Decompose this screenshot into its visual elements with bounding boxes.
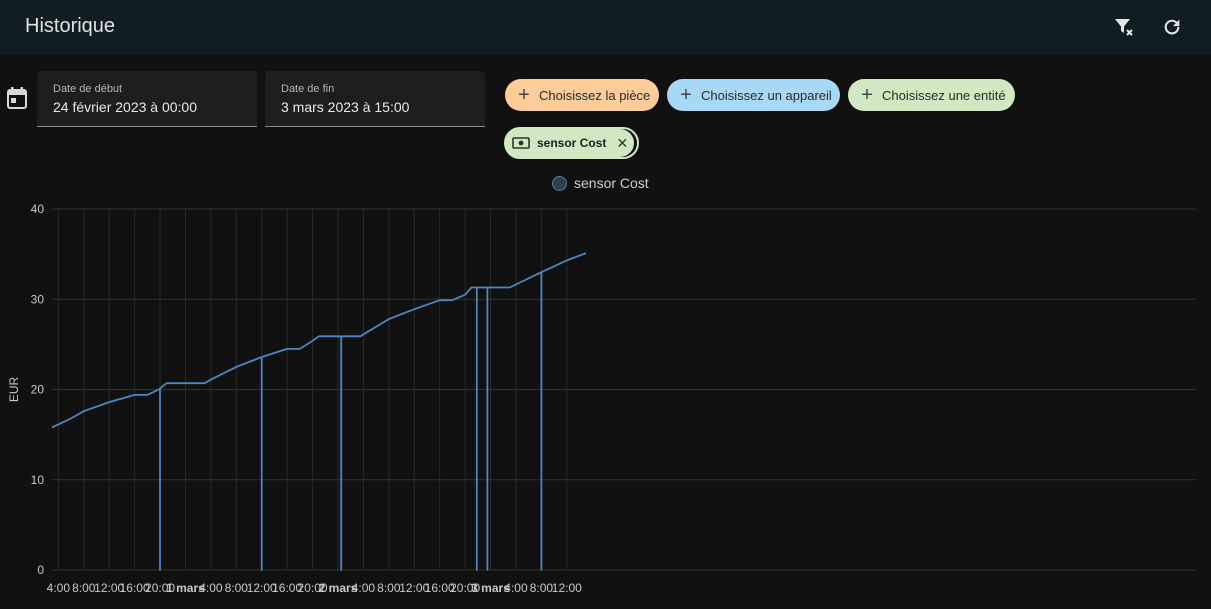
choose-entity-chip[interactable]: + Choisissez une entité: [848, 79, 1015, 111]
y-tick-label: 30: [31, 292, 45, 306]
end-date-field[interactable]: Date de fin 3 mars 2023 à 15:00: [265, 71, 485, 127]
close-icon[interactable]: ✕: [610, 129, 635, 157]
page-title: Historique: [25, 15, 116, 37]
x-tick-label: 20:00: [298, 581, 328, 595]
x-tick-label: 12:00: [399, 581, 429, 595]
start-date-value: 24 février 2023 à 00:00: [53, 99, 197, 115]
plus-icon: +: [861, 84, 873, 106]
filter-remove-icon[interactable]: [1111, 14, 1137, 40]
selected-entity-name: sensor Cost: [537, 129, 611, 157]
end-date-value: 3 mars 2023 à 15:00: [281, 99, 410, 115]
choose-device-label: Choisissez un appareil: [701, 87, 832, 103]
top-app-bar: Historique: [0, 0, 1211, 55]
legend-label: sensor Cost: [574, 175, 649, 191]
x-tick-label: 3 mars: [471, 581, 510, 595]
y-tick-label: 10: [31, 473, 45, 487]
x-tick-label: 16:00: [272, 581, 302, 595]
plus-icon: +: [518, 84, 530, 106]
series-line-sensor-cost: [51, 252, 587, 571]
x-tick-label: 20:00: [450, 581, 480, 595]
x-tick-label: 12:00: [552, 581, 582, 595]
filter-remove-icon-svg: [1115, 19, 1133, 36]
choose-area-label: Choisissez la pièce: [539, 87, 651, 103]
x-tick-label: 8:00: [72, 581, 96, 595]
x-tick-label: 8:00: [225, 581, 249, 595]
cash-icon: [505, 129, 537, 157]
x-tick-label: 16:00: [425, 581, 455, 595]
legend-marker: [552, 175, 567, 191]
selected-entity-chip[interactable]: sensor Cost ✕: [504, 127, 639, 159]
x-tick-label: 4:00: [352, 581, 376, 595]
x-tick-label: 2 mars: [319, 581, 358, 595]
x-tick-label: 12:00: [247, 581, 277, 595]
refresh-icon[interactable]: [1159, 14, 1185, 40]
start-date-field[interactable]: Date de début 24 février 2023 à 00:00: [37, 71, 257, 127]
x-tick-label: 8:00: [530, 581, 554, 595]
x-tick-label: 4:00: [504, 581, 528, 595]
y-tick-label: 20: [31, 383, 45, 397]
choose-device-chip[interactable]: + Choisissez un appareil: [667, 79, 840, 111]
x-tick-label: 20:00: [145, 581, 175, 595]
refresh-icon-svg: [1164, 19, 1180, 35]
y-axis-label: EUR: [7, 377, 21, 403]
y-tick-label: 40: [31, 202, 45, 216]
calendar-icon: [6, 86, 28, 110]
y-tick-label: 0: [37, 563, 44, 577]
x-tick-label: 1 mars: [166, 581, 205, 595]
x-tick-label: 8:00: [377, 581, 401, 595]
end-date-label: Date de fin: [281, 83, 335, 95]
x-tick-label: 12:00: [94, 581, 124, 595]
x-tick-label: 16:00: [120, 581, 150, 595]
chart-legend-item[interactable]: sensor Cost: [552, 175, 649, 191]
choose-entity-label: Choisissez une entité: [882, 87, 1006, 103]
x-tick-label: 4:00: [199, 581, 223, 595]
start-date-label: Date de début: [53, 83, 123, 95]
x-tick-label: 4:00: [47, 581, 71, 595]
choose-area-chip[interactable]: + Choisissez la pièce: [505, 79, 659, 111]
plus-icon: +: [680, 84, 692, 106]
